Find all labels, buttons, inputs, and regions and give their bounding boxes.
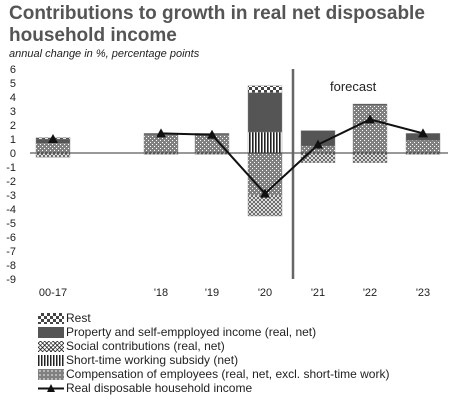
bar-segment xyxy=(352,152,388,164)
legend-item: Social contributions (real, net) xyxy=(38,339,448,353)
legend-label: Compensation of employees (real, net, ex… xyxy=(66,367,390,381)
legend-swatch xyxy=(38,312,64,324)
legend-swatch xyxy=(38,368,64,380)
bar-segment xyxy=(247,92,283,133)
bar-segment xyxy=(247,85,283,94)
x-tick-label: '22 xyxy=(363,287,377,299)
bar-segment xyxy=(35,142,71,154)
bar-segment xyxy=(35,152,71,158)
y-tick-label: -1 xyxy=(6,162,16,174)
legend-label: Real disposable household income xyxy=(66,381,253,395)
legend-label: Property and self-empployed income (real… xyxy=(66,325,317,339)
bar-segment xyxy=(352,105,388,154)
x-tick-label: '23 xyxy=(416,287,430,299)
forecast-label: forecast xyxy=(330,79,377,94)
x-tick-label: 00-17 xyxy=(39,287,67,299)
y-tick-label: -6 xyxy=(6,232,16,244)
y-tick-label: -2 xyxy=(6,176,16,188)
y-tick-label: -5 xyxy=(6,218,16,230)
y-tick-label: -8 xyxy=(6,260,16,272)
y-tick-label: -9 xyxy=(6,274,16,286)
legend-label: Rest xyxy=(66,311,91,325)
income-marker xyxy=(313,139,323,149)
y-tick-label: -4 xyxy=(6,204,16,216)
y-tick-label: 2 xyxy=(10,120,16,132)
legend-item: Property and self-empployed income (real… xyxy=(38,325,448,339)
income-marker xyxy=(418,128,428,138)
y-tick-label: 6 xyxy=(10,64,16,76)
chart-subtitle: annual change in %, percentage points xyxy=(9,48,200,60)
legend-item: Real disposable household income xyxy=(38,381,448,395)
y-tick-label: 4 xyxy=(10,92,16,104)
chart-area: -9 -8 -7 -6 -5 -4 -3 -2 -1 0 1 2 3 4 5 6 00-17 '18 '19 '20 '… xyxy=(6,64,448,299)
x-tick-label: '19 xyxy=(205,287,219,299)
legend-label: Short-time working subsidy (net) xyxy=(66,353,239,367)
income-marker xyxy=(260,188,270,198)
legend-item: Rest xyxy=(38,311,448,325)
x-tick-label: '21 xyxy=(311,287,325,299)
bar-segment xyxy=(405,140,441,154)
y-tick-label: 0 xyxy=(10,148,16,160)
bar-segment xyxy=(247,194,283,217)
bar-segment xyxy=(352,103,388,106)
x-tick-label: '18 xyxy=(154,287,168,299)
bar-segment xyxy=(143,134,179,154)
legend-swatch xyxy=(38,383,64,394)
income-marker xyxy=(48,134,58,143)
income-line xyxy=(160,118,424,196)
legend-swatch xyxy=(38,326,64,338)
income-marker xyxy=(365,114,375,124)
legend-item: Compensation of employees (real, net, ex… xyxy=(38,367,448,381)
legend-label: Social contributions (real, net) xyxy=(66,339,225,353)
legend-swatch xyxy=(38,354,64,366)
y-tick-label: -3 xyxy=(6,190,16,202)
y-tick-label: -7 xyxy=(6,246,16,258)
y-tick-label: 1 xyxy=(10,134,16,146)
chart-title: Contributions to growth in real net disp… xyxy=(9,3,425,46)
y-tick-label: 3 xyxy=(10,106,16,118)
income-marker xyxy=(207,129,217,139)
income-marker xyxy=(156,128,166,138)
legend-item: Short-time working subsidy (net) xyxy=(38,353,448,367)
legend: Rest Property and self-empployed income (… xyxy=(38,311,448,395)
x-tick-label: '20 xyxy=(258,287,272,299)
y-tick-label: 5 xyxy=(10,78,16,90)
bar-segment xyxy=(247,131,283,154)
legend-swatch xyxy=(38,340,64,352)
